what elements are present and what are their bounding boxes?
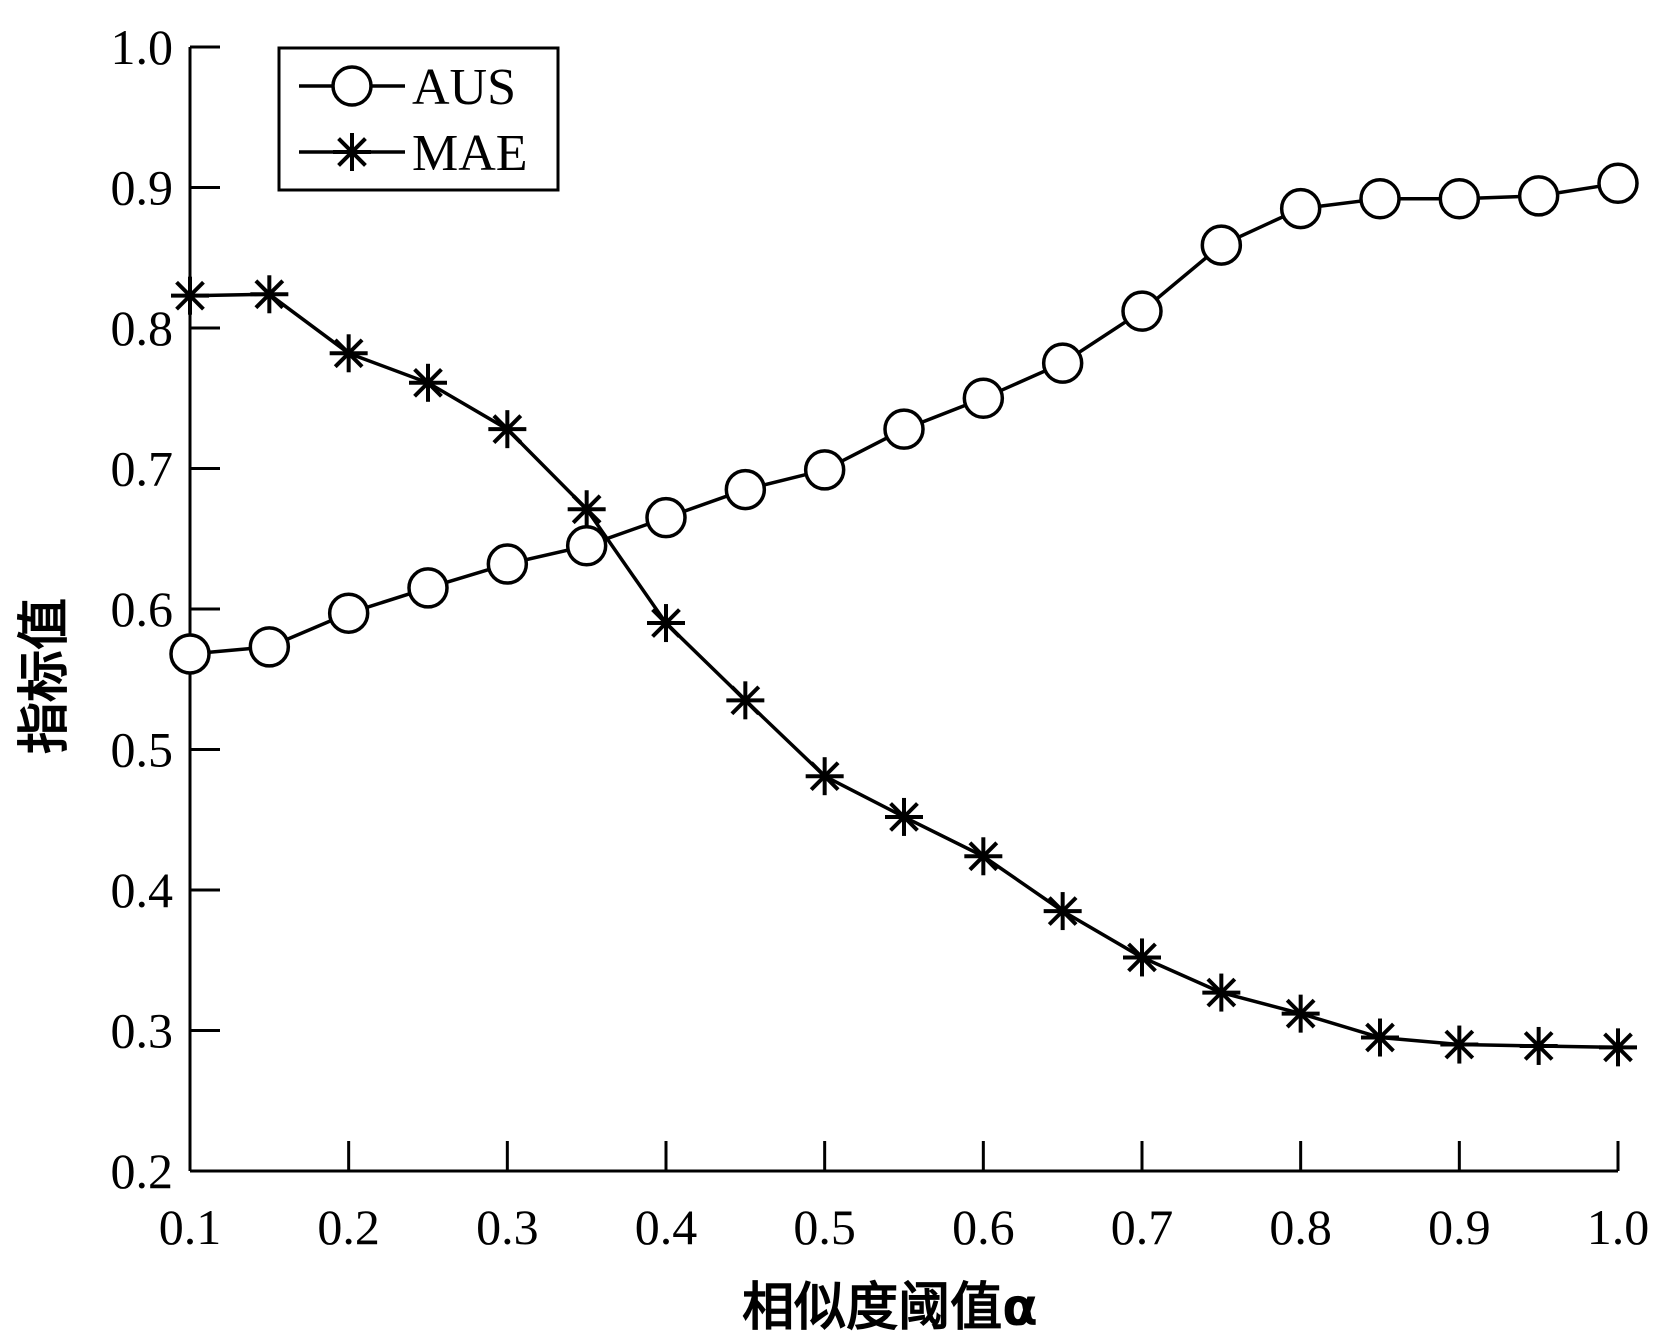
data-point-aus <box>1597 162 1639 205</box>
data-point-mae <box>171 276 209 315</box>
data-point-mae <box>885 797 923 836</box>
data-point-aus <box>1041 342 1084 384</box>
legend-box <box>277 46 560 192</box>
data-point-mae <box>805 757 844 796</box>
y-tick-label: 0.7 <box>111 441 174 497</box>
y-tick-label: 0.9 <box>111 160 174 216</box>
x-tick-label: 0.9 <box>1428 1199 1491 1255</box>
data-point-mae <box>964 837 1003 876</box>
x-tick-label: 0.2 <box>317 1199 380 1255</box>
y-tick-label: 0.2 <box>111 1143 174 1199</box>
data-point-aus <box>565 525 608 567</box>
data-point-mae <box>647 604 685 643</box>
x-tick-label: 0.1 <box>159 1199 222 1255</box>
data-point-aus <box>1121 290 1163 332</box>
data-point-mae <box>409 363 447 402</box>
data-point-aus <box>1517 175 1560 217</box>
legend-mae-star <box>333 133 371 171</box>
data-point-aus <box>248 626 291 668</box>
y-tick-label: 0.6 <box>111 581 174 637</box>
data-point-mae <box>1440 1025 1479 1064</box>
y-tick-label: 1.0 <box>111 19 174 75</box>
data-point-aus <box>724 468 767 511</box>
data-point-mae <box>1202 973 1241 1012</box>
series-aus <box>169 162 1639 675</box>
y-tick-label: 0.5 <box>111 722 174 778</box>
data-point-mae <box>1123 938 1161 977</box>
data-point-aus <box>803 449 846 491</box>
data-point-mae <box>1599 1028 1637 1067</box>
legend: AUS MAE <box>277 46 560 192</box>
data-point-aus <box>1438 177 1481 220</box>
x-tick-label: 0.7 <box>1111 1199 1174 1255</box>
y-axis-title: 指标值 <box>15 598 75 754</box>
data-point-mae <box>1281 994 1320 1033</box>
series-mae <box>171 275 1637 1067</box>
data-point-mae <box>726 681 765 720</box>
data-point-aus <box>169 633 211 675</box>
legend-aus-label: AUS <box>412 59 516 116</box>
x-tick-label: 0.6 <box>952 1199 1015 1255</box>
y-tick-label: 0.8 <box>111 300 174 356</box>
series-line-mae <box>189 292 1619 1050</box>
data-point-aus <box>883 408 925 450</box>
legend-mae-label: MAE <box>412 125 528 182</box>
y-tick-label: 0.4 <box>111 862 174 918</box>
data-point-aus <box>645 496 687 539</box>
data-point-mae <box>250 275 289 314</box>
x-axis-title: 相似度阈值α <box>742 1278 1038 1338</box>
data-point-mae <box>1361 1018 1399 1057</box>
data-point-aus <box>1279 187 1322 230</box>
legend-mae-marker <box>333 133 371 171</box>
data-point-aus <box>407 567 449 609</box>
legend-aus-marker <box>331 65 373 107</box>
series-layer <box>169 162 1639 1067</box>
data-point-aus <box>1359 177 1401 220</box>
x-tick-label: 0.8 <box>1269 1199 1332 1255</box>
x-tick-label: 0.4 <box>635 1199 698 1255</box>
y-tick-label: 0.3 <box>111 1003 174 1059</box>
x-tick-label: 1.0 <box>1587 1199 1650 1255</box>
data-point-mae <box>488 410 527 449</box>
data-point-mae <box>567 490 606 529</box>
data-point-aus <box>1200 224 1243 266</box>
data-point-aus <box>962 377 1005 419</box>
data-point-aus <box>486 543 529 585</box>
data-point-mae <box>1043 892 1082 931</box>
data-point-mae <box>1519 1026 1558 1065</box>
axes: 0.20.30.40.50.60.70.80.91.00.1 0.2 0.3 0.4 0… <box>111 19 1650 1255</box>
data-point-mae <box>329 334 368 373</box>
data-point-aus <box>327 592 370 634</box>
x-tick-label: 0.3 <box>476 1199 539 1255</box>
x-tick-label: 0.5 <box>793 1199 856 1255</box>
